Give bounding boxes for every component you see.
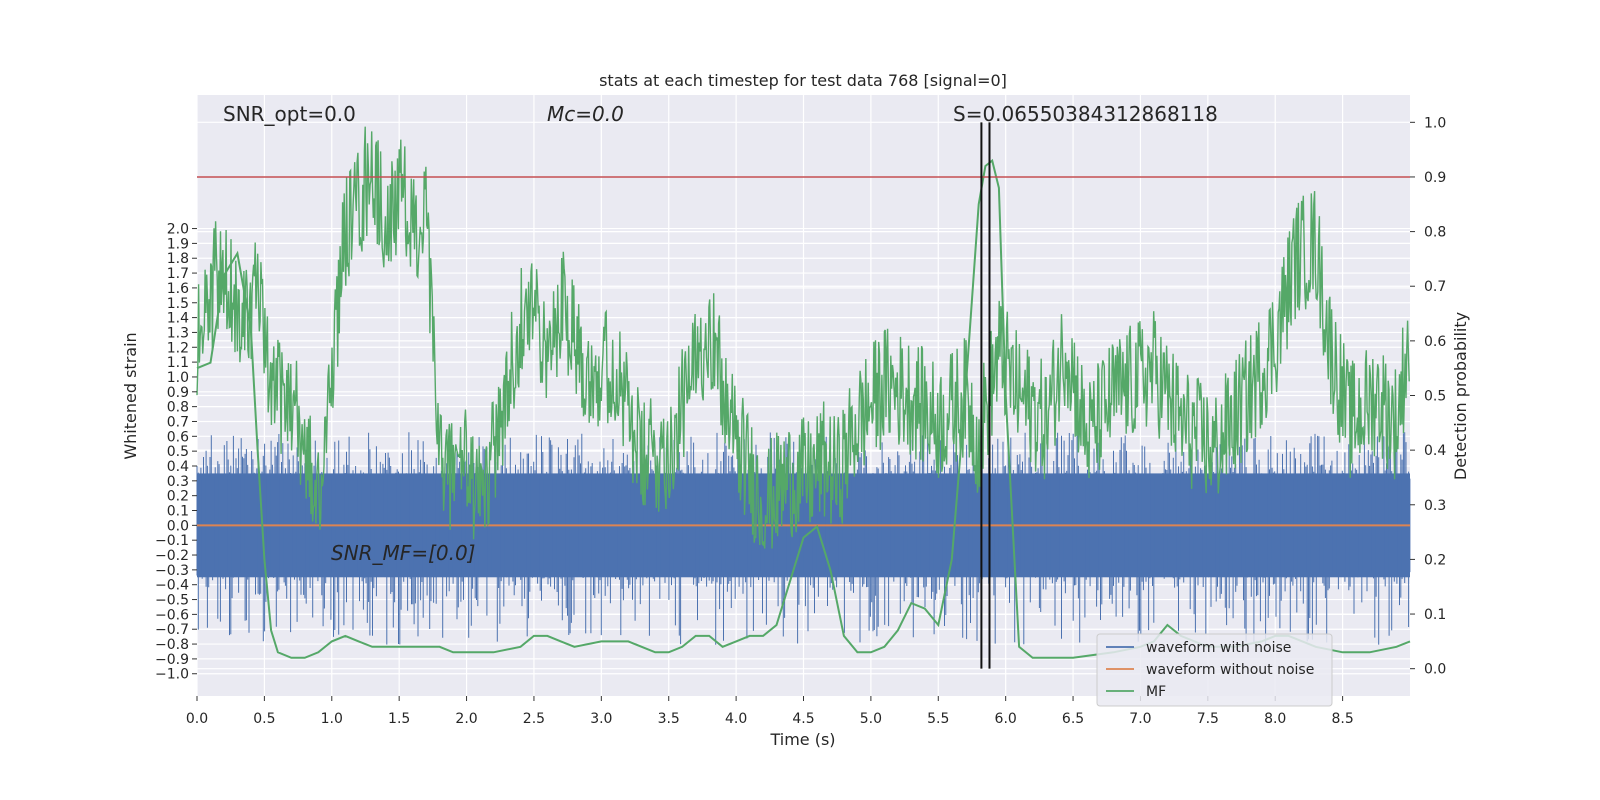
x-tick-label: 2.0: [455, 711, 477, 727]
x-tick-label: 1.0: [321, 711, 343, 727]
y-left-tick-label: 0.7: [167, 414, 189, 430]
y-left-tick-label: 0.9: [167, 385, 189, 401]
x-tick-label: 7.5: [1197, 711, 1219, 727]
annotation-snr-mf: SNR_MF=[0.0]: [331, 541, 475, 565]
legend: waveform with noise waveform without noi…: [1096, 633, 1333, 707]
y-left-tick-label: −0.8: [155, 637, 189, 653]
y-left-tick-label: 1.6: [167, 281, 189, 297]
axes: 0.0 0.5 1.0 1.5 2.0 2.5 3.0 3.5 4.0 4.5 5.0 5.5 6.0 6…: [155, 115, 1446, 727]
annotation-mc: Mᴄ=0.0: [547, 102, 624, 126]
legend-label-waveform-with-noise: waveform with noise: [1146, 640, 1291, 656]
y-left-tick-label: 0.6: [167, 429, 189, 445]
x-tick-label: 4.0: [725, 711, 747, 727]
x-tick-label: 7.0: [1129, 711, 1151, 727]
legend-label-waveform-without-noise: waveform without noise: [1146, 662, 1314, 678]
y-left-tick-label: −0.1: [155, 533, 189, 549]
x-axis-label: Time (s): [769, 730, 835, 749]
y-left-tick-label: 1.0: [167, 370, 189, 386]
x-tick-label: 3.5: [658, 711, 680, 727]
x-tick-label: 8.0: [1264, 711, 1286, 727]
x-tick-label: 4.5: [792, 711, 814, 727]
x-tick-label: 5.5: [927, 711, 949, 727]
x-tick-label: 6.5: [1062, 711, 1084, 727]
y-right-tick-label: 0.0: [1424, 662, 1446, 678]
series-layer: [196, 122, 1411, 669]
y-right-tick-label: 0.5: [1424, 389, 1446, 405]
y-left-tick-label: 1.7: [167, 266, 189, 282]
x-tick-label: 3.0: [590, 711, 612, 727]
y-left-tick-label: 0.4: [167, 459, 189, 475]
y-right-tick-label: 0.3: [1424, 498, 1446, 514]
chart-title: stats at each timestep for test data 768…: [599, 71, 1007, 90]
x-tick-label: 8.5: [1331, 711, 1353, 727]
y-left-tick-label: −0.7: [155, 622, 189, 638]
x-tick-label: 0.5: [253, 711, 275, 727]
y-left-tick-label: 0.1: [167, 504, 189, 520]
y-left-tick-label: 0.3: [167, 474, 189, 490]
y-left-tick-label: −1.0: [155, 667, 189, 683]
series-mf: [196, 126, 1410, 549]
y-right-tick-label: 1.0: [1424, 115, 1446, 131]
y-left-tick-label: 1.3: [167, 325, 189, 341]
x-tick-label: 6.0: [995, 711, 1017, 727]
y-left-tick-label: 1.9: [167, 236, 189, 252]
y-right-tick-label: 0.4: [1424, 443, 1446, 459]
y-left-tick-label: −0.6: [155, 607, 189, 623]
y-left-tick-label: 2.0: [167, 222, 189, 238]
y-right-tick-label: 0.8: [1424, 225, 1446, 241]
y-left-tick-label: 1.1: [167, 355, 189, 371]
x-tick-label: 1.5: [388, 711, 410, 727]
annotation-s: S=0.06550384312868118: [953, 102, 1218, 126]
y-left-tick-label: 1.2: [167, 340, 189, 356]
y-left-tick-label: −0.3: [155, 563, 189, 579]
y-right-tick-label: 0.6: [1424, 334, 1446, 350]
y-left-tick-label: −0.5: [155, 593, 189, 609]
y-left-tick-label: 0.0: [167, 518, 189, 534]
legend-label-mf: MF: [1146, 684, 1166, 700]
y-right-tick-label: 0.7: [1424, 279, 1446, 295]
x-tick-label: 0.0: [186, 711, 208, 727]
y-axis-label-right: Detection probability: [1451, 312, 1470, 480]
y-left-tick-label: −0.4: [155, 578, 189, 594]
y-right-tick-label: 0.9: [1424, 170, 1446, 186]
y-left-tick-label: −0.2: [155, 548, 189, 564]
x-tick-label: 5.0: [860, 711, 882, 727]
y-left-tick-label: 0.2: [167, 489, 189, 505]
y-left-tick-label: 1.4: [167, 311, 189, 327]
y-right-tick-label: 0.1: [1424, 607, 1446, 623]
y-axis-label-left: Whitened strain: [121, 332, 140, 459]
y-left-tick-label: 1.8: [167, 251, 189, 267]
annotation-snr-opt: SNR_opt=0.0: [223, 102, 356, 126]
y-left-tick-label: 0.8: [167, 400, 189, 416]
y-right-tick-label: 0.2: [1424, 552, 1446, 568]
y-left-tick-label: 0.5: [167, 444, 189, 460]
x-tick-label: 2.5: [523, 711, 545, 727]
y-left-tick-label: 1.5: [167, 296, 189, 312]
legend-box: [1096, 633, 1333, 707]
y-left-tick-label: −0.9: [155, 652, 189, 668]
